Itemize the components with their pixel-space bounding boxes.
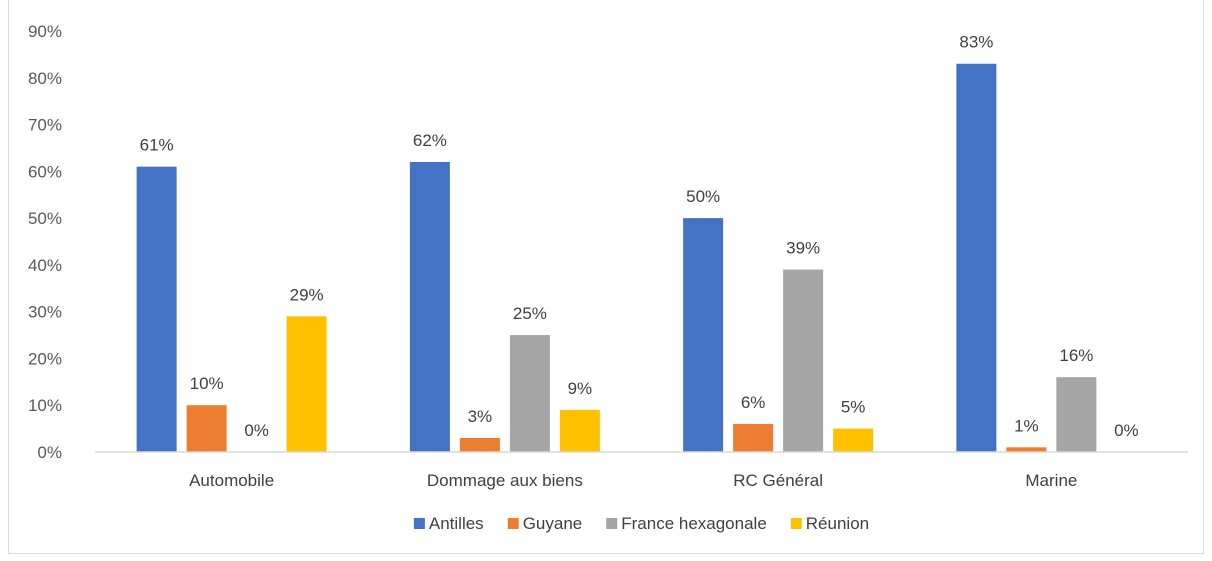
legend-swatch <box>413 518 425 529</box>
data-label: 6% <box>741 393 766 412</box>
y-tick-label: 30% <box>28 303 62 322</box>
data-label: 83% <box>959 33 993 52</box>
bar <box>1056 377 1097 452</box>
bar <box>459 437 500 452</box>
chart-frame <box>8 0 1204 554</box>
category-label: RC Général <box>733 471 823 490</box>
data-label: 0% <box>244 421 269 440</box>
legend-swatch <box>606 518 618 529</box>
data-label: 10% <box>190 374 224 393</box>
y-tick-label: 80% <box>28 69 62 88</box>
data-label: 5% <box>841 398 866 417</box>
bar <box>683 218 724 452</box>
data-label: 0% <box>1114 421 1139 440</box>
bar <box>509 335 550 452</box>
data-label: 25% <box>513 304 547 323</box>
y-tick-label: 50% <box>28 209 62 228</box>
category-label: Dommage aux biens <box>427 471 583 490</box>
legend: Antilles Guyane France hexagonale Réunion <box>413 514 869 533</box>
bar <box>286 316 327 452</box>
bar <box>136 166 177 452</box>
bar <box>733 423 774 452</box>
legend-label: Réunion <box>806 514 869 533</box>
y-axis: 0% 10% 20% 30% 40% 50% 60% 70% 80% 90% <box>28 22 62 462</box>
legend-item: Antilles <box>413 514 484 533</box>
bar <box>559 409 600 452</box>
data-label: 1% <box>1014 416 1039 435</box>
y-tick-label: 40% <box>28 256 62 275</box>
data-label: 9% <box>568 379 593 398</box>
legend-item: Réunion <box>790 514 869 533</box>
bar <box>1006 447 1047 452</box>
data-label: 61% <box>140 136 174 155</box>
data-label: 3% <box>468 407 493 426</box>
y-tick-label: 0% <box>37 443 62 462</box>
bar <box>409 161 450 452</box>
x-axis: Automobile Dommage aux biens RC Général Mar… <box>95 451 1188 490</box>
category-label: Automobile <box>189 471 274 490</box>
data-label: 39% <box>786 239 820 258</box>
data-label: 50% <box>686 187 720 206</box>
y-tick-label: 90% <box>28 22 62 41</box>
legend-swatch <box>790 518 802 529</box>
bar <box>783 269 824 452</box>
legend-label: Antilles <box>429 514 484 533</box>
legend-label: Guyane <box>523 514 583 533</box>
bar <box>833 428 874 452</box>
data-label: 16% <box>1059 346 1093 365</box>
bar <box>956 63 997 452</box>
y-tick-label: 10% <box>28 396 62 415</box>
y-tick-label: 70% <box>28 116 62 135</box>
data-label: 29% <box>290 285 324 304</box>
legend-swatch <box>507 518 519 529</box>
y-tick-label: 20% <box>28 349 62 368</box>
y-tick-label: 60% <box>28 162 62 181</box>
legend-item: Guyane <box>507 514 583 533</box>
legend-label: France hexagonale <box>621 514 767 533</box>
bars: 61% 10% 0% 29% 62% 3% 25% 9% 50% 6% 39% 5% 83% 1% 16% 0… <box>136 33 1139 452</box>
bar <box>186 405 227 452</box>
legend-item: France hexagonale <box>606 514 767 533</box>
category-label: Marine <box>1025 471 1077 490</box>
data-label: 62% <box>413 131 447 150</box>
